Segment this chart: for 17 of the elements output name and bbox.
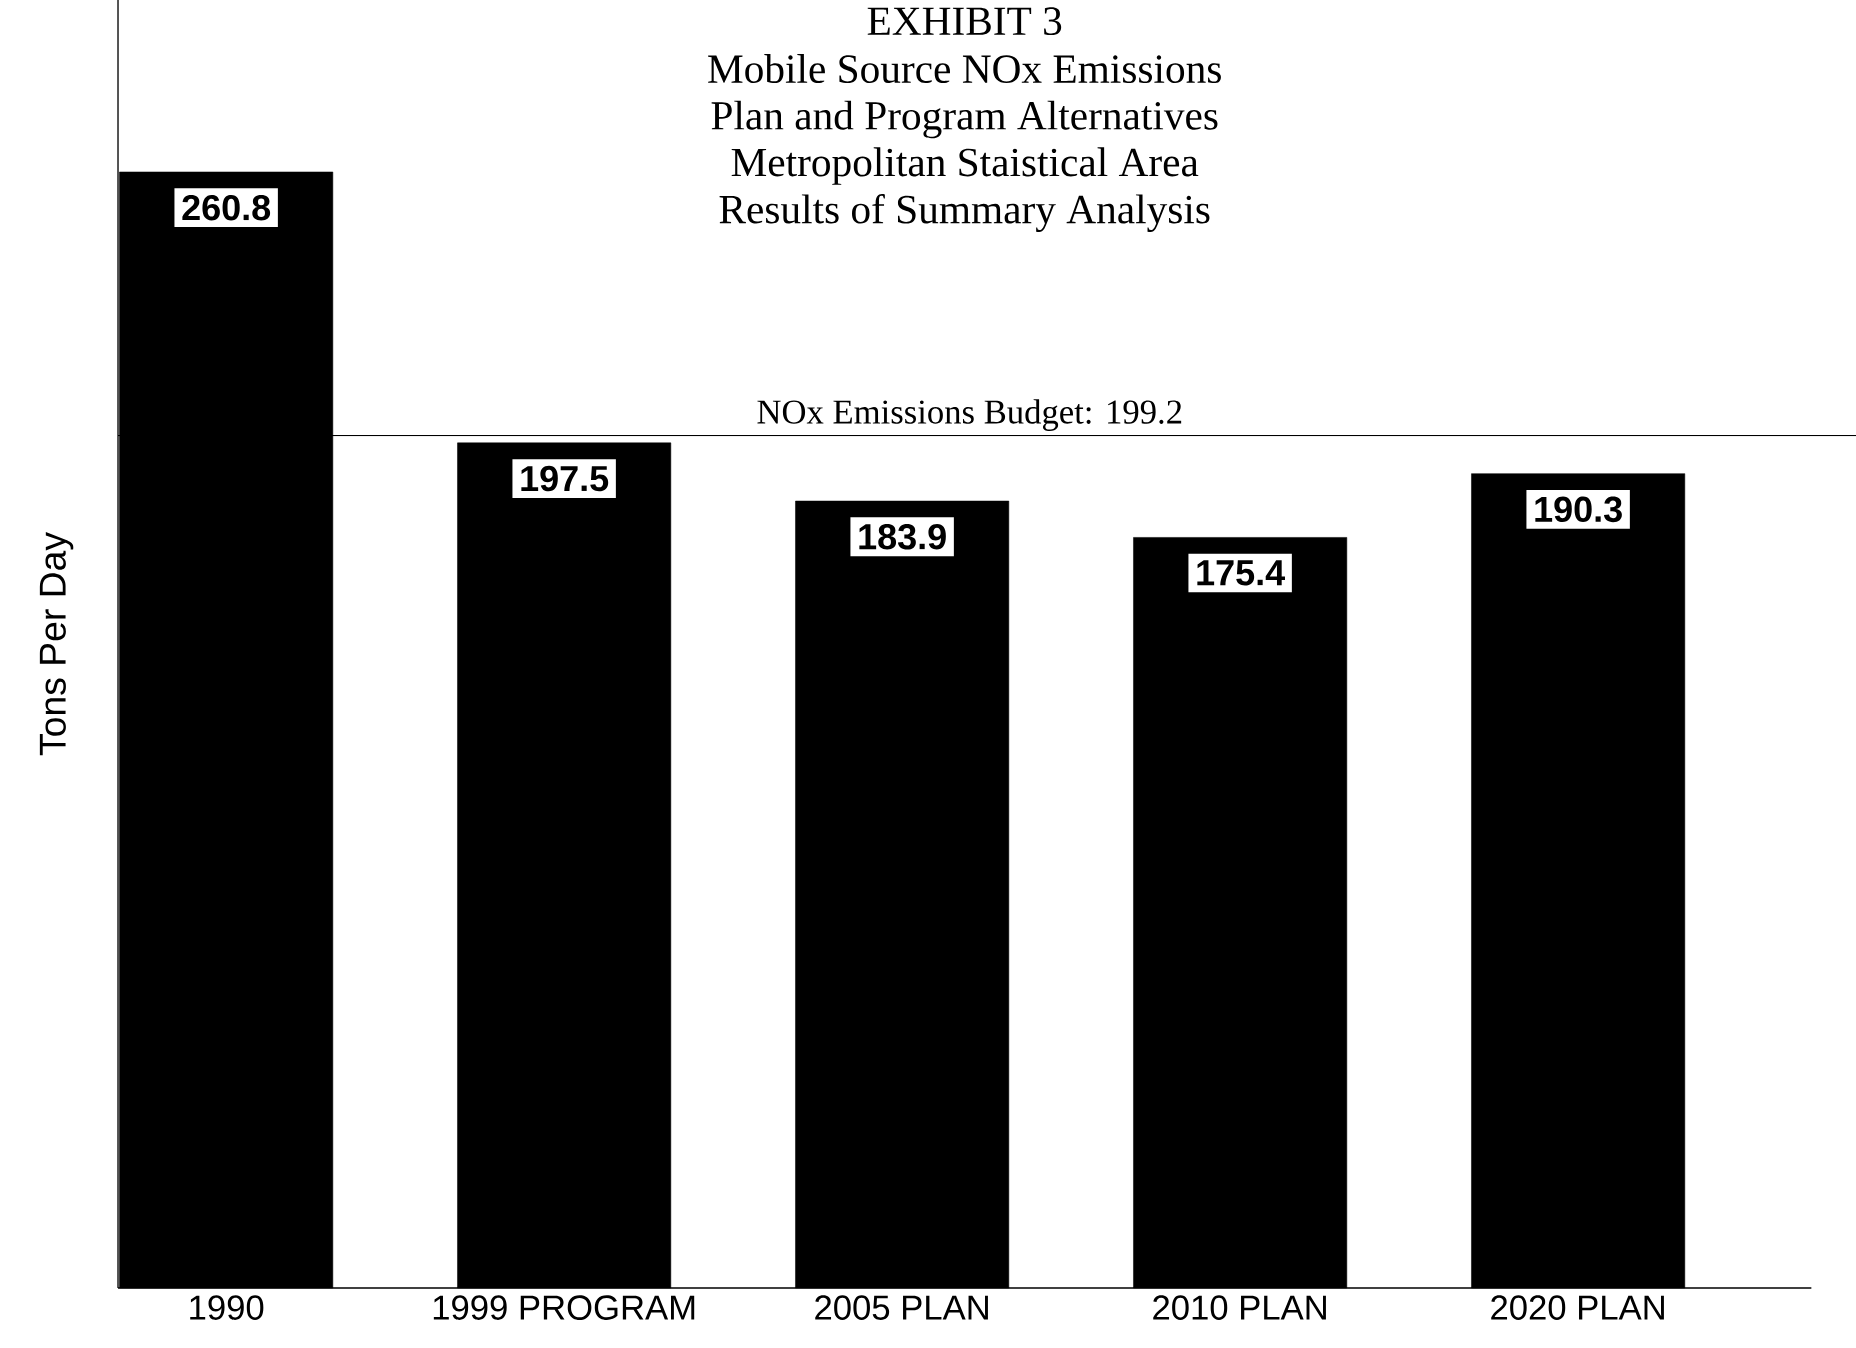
chart-title: EXHIBIT 3 [867,7,1062,36]
x-tick-label: 2005 PLAN [815,1295,988,1320]
x-tick-label: 2020 PLAN [1491,1295,1664,1320]
data-label: 183.9 [859,524,946,550]
y-axis-title: Tons Per Day [39,532,74,756]
ref-line-label: NOx Emissions Budget: 199.2 [757,399,1182,431]
annotation: Plan and Program Alternatives [711,100,1218,139]
annotation: Metropolitan Staistical Area [731,147,1199,185]
x-tick-label: 1999 PROGRAM [433,1295,695,1320]
data-label: 197.5 [521,465,609,492]
data-label: 260.8 [182,194,271,221]
data-label: 190.3 [1535,496,1622,523]
x-tick-label: 2010 PLAN [1153,1295,1326,1320]
data-label: 175.4 [1197,560,1285,586]
text: Mobile Source NOx Emissions [708,54,1221,84]
annotation: Results of Summary Analysis [719,194,1210,233]
x-tick-label: 1990 [190,1295,264,1320]
